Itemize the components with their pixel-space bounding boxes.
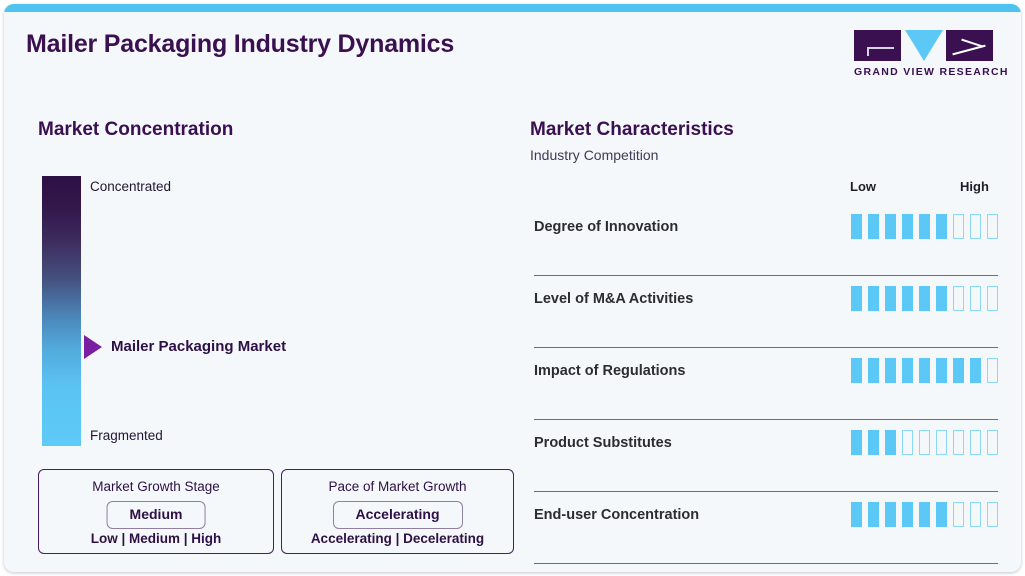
rating-segment-filled <box>885 358 896 383</box>
rating-segment-filled <box>868 430 879 455</box>
characteristic-row: Product Substitutes <box>534 420 998 492</box>
rating-segment-filled <box>885 214 896 239</box>
market-position-pointer-icon <box>84 335 102 359</box>
rating-segment-filled <box>902 358 913 383</box>
rating-segment-filled <box>868 214 879 239</box>
characteristic-label: Impact of Regulations <box>534 363 686 379</box>
logo-wordmark: GRAND VIEW RESEARCH <box>854 66 1009 78</box>
scale-low-label: Low <box>850 179 876 194</box>
rating-segment-filled <box>902 502 913 527</box>
rating-segment-filled <box>885 502 896 527</box>
rating-segment-filled <box>936 358 947 383</box>
rating-segment-empty <box>970 214 981 239</box>
characteristic-row: Impact of Regulations <box>534 348 998 420</box>
rating-segment-filled <box>936 214 947 239</box>
pace-of-market-growth-heading: Pace of Market Growth <box>328 479 467 494</box>
logo-right-rect-icon <box>946 30 993 61</box>
rating-segment-filled <box>851 286 862 311</box>
characteristic-label: Level of M&A Activities <box>534 291 694 307</box>
concentration-gradient-scale <box>42 176 81 446</box>
rating-segment-filled <box>868 286 879 311</box>
characteristic-label: End-user Concentration <box>534 507 700 523</box>
rating-segment-filled <box>919 358 930 383</box>
rating-segment-filled <box>868 358 879 383</box>
market-growth-stage-value: Medium <box>129 506 183 522</box>
market-characteristics-title: Market Characteristics <box>530 119 734 140</box>
rating-segment-filled <box>953 358 964 383</box>
characteristic-rating-bars <box>851 286 998 311</box>
market-growth-stage-box: Market Growth Stage Medium Low | Medium … <box>38 469 274 554</box>
characteristic-rating-bars <box>851 430 998 455</box>
row-separator <box>534 346 998 348</box>
top-accent-bar <box>4 4 1021 12</box>
rating-segment-filled <box>919 286 930 311</box>
rating-segment-empty <box>987 502 998 527</box>
rating-segment-filled <box>919 502 930 527</box>
rating-segment-empty <box>902 430 913 455</box>
rating-segment-empty <box>987 430 998 455</box>
rating-segment-filled <box>851 502 862 527</box>
rating-segment-empty <box>987 358 998 383</box>
rating-segment-filled <box>902 286 913 311</box>
characteristic-rating-bars <box>851 502 998 527</box>
market-growth-stage-scale: Low | Medium | High <box>90 531 222 546</box>
market-characteristics-subtitle: Industry Competition <box>530 147 659 163</box>
rating-segment-empty <box>970 502 981 527</box>
logo-left-rect-icon <box>854 30 901 61</box>
logo-triangle-icon <box>905 30 943 61</box>
row-separator <box>534 562 998 564</box>
characteristic-label: Degree of Innovation <box>534 219 679 235</box>
rating-segment-empty <box>953 502 964 527</box>
row-separator <box>534 274 998 276</box>
rating-segment-filled <box>936 502 947 527</box>
concentration-bottom-label: Fragmented <box>90 428 163 443</box>
rating-segment-filled <box>885 286 896 311</box>
rating-segment-empty <box>936 430 947 455</box>
characteristic-label: Product Substitutes <box>534 435 672 451</box>
rating-segment-filled <box>970 358 981 383</box>
rating-segment-filled <box>851 214 862 239</box>
rating-segment-filled <box>851 358 862 383</box>
page-title: Mailer Packaging Industry Dynamics <box>26 30 455 58</box>
characteristic-row: Degree of Innovation <box>534 204 998 276</box>
characteristic-row: End-user Concentration <box>534 492 998 564</box>
rating-segment-filled <box>919 214 930 239</box>
grand-view-research-logo: GRAND VIEW RESEARCH <box>854 30 1007 80</box>
rating-segment-filled <box>902 214 913 239</box>
rating-segment-empty <box>987 286 998 311</box>
market-concentration-title: Market Concentration <box>38 119 234 140</box>
market-position-label: Mailer Packaging Market <box>111 338 287 355</box>
rating-segment-empty <box>953 430 964 455</box>
row-separator <box>534 418 998 420</box>
rating-segment-empty <box>953 214 964 239</box>
rating-segment-filled <box>936 286 947 311</box>
rating-segment-empty <box>953 286 964 311</box>
row-separator <box>534 490 998 492</box>
characteristic-rating-bars <box>851 214 998 239</box>
pace-of-market-growth-value-box: Accelerating <box>332 501 463 529</box>
scale-high-label: High <box>960 179 989 194</box>
rating-segment-filled <box>885 430 896 455</box>
concentration-top-label: Concentrated <box>90 179 172 194</box>
pace-of-market-growth-box: Pace of Market Growth Accelerating Accel… <box>281 469 514 554</box>
rating-segment-empty <box>970 286 981 311</box>
pace-of-market-growth-scale: Accelerating | Decelerating <box>310 531 485 546</box>
characteristic-row: Level of M&A Activities <box>534 276 998 348</box>
rating-segment-filled <box>868 502 879 527</box>
rating-segment-empty <box>987 214 998 239</box>
infographic-card: Mailer Packaging Industry Dynamics GRAND… <box>4 4 1021 572</box>
logo-marks <box>854 30 1002 61</box>
pace-of-market-growth-value: Accelerating <box>355 506 440 522</box>
market-growth-stage-heading: Market Growth Stage <box>92 479 220 494</box>
characteristic-rating-bars <box>851 358 998 383</box>
rating-segment-empty <box>970 430 981 455</box>
market-growth-stage-value-box: Medium <box>106 501 206 529</box>
rating-segment-filled <box>851 430 862 455</box>
rating-segment-empty <box>919 430 930 455</box>
